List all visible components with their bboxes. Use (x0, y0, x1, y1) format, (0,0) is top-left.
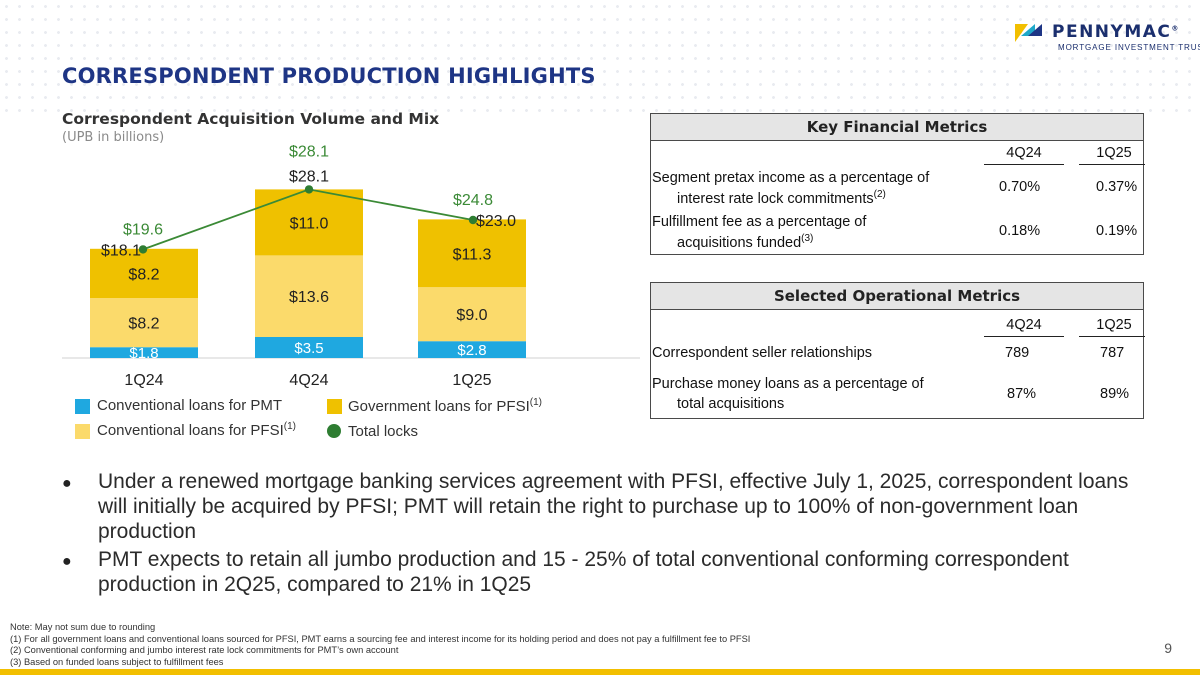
footnote: Note: May not sum due to rounding (10, 622, 156, 632)
pennymac-logo-icon (1015, 24, 1042, 42)
total-value-label: $23.0 (476, 213, 516, 230)
bar-value-label: $9.0 (456, 307, 487, 324)
bar-segment (255, 337, 363, 358)
bottom-accent-bar (0, 669, 1200, 675)
kfm-row-value: 0.37% (1096, 179, 1138, 195)
som-row-label: Correspondent seller relationships (652, 345, 873, 361)
selected-operational-metrics-table: Selected Operational Metrics 4Q24 1Q25 C… (650, 282, 1145, 419)
bar-value-label: $8.2 (128, 266, 159, 283)
total-locks-label: $19.6 (123, 221, 163, 238)
kfm-row-value: 0.18% (999, 223, 1041, 239)
legend-government-pfsi: Government loans for PFSI(1) (348, 397, 542, 415)
footnote: (1) For all government loans and convent… (10, 633, 751, 644)
page-title: CORRESPONDENT PRODUCTION HIGHLIGHTS (62, 64, 596, 88)
chart-subtitle: (UPB in billions) (62, 130, 165, 145)
legend-swatch-conv-pfsi (75, 424, 90, 439)
som-row-value: 87% (1007, 386, 1037, 402)
kfm-row-label: Fulfillment fee as a percentage of (652, 214, 867, 230)
bar-value-label: $11.3 (453, 246, 492, 263)
som-col-underline (984, 336, 1064, 337)
bar-value-label: $1.8 (129, 345, 158, 362)
logo-tagline: MORTGAGE INVESTMENT TRUST (1058, 43, 1200, 52)
legend-dot-total-locks (327, 424, 341, 438)
som-row-value: 787 (1100, 345, 1125, 361)
som-row-value: 89% (1100, 386, 1130, 402)
total-locks-label: $24.8 (453, 192, 493, 209)
x-tick-label: 1Q24 (124, 372, 163, 389)
key-financial-metrics-table: Key Financial Metrics 4Q24 1Q25 Segment … (650, 113, 1145, 255)
legend-swatch-gov-pfsi (327, 399, 342, 414)
kfm-row-value: 0.19% (1096, 223, 1138, 239)
stacked-bar-chart: $1.8 $8.2 $8.2 1Q24 $3.5 $13.6 $11.0 4Q24 $2.8 $9… (62, 143, 640, 389)
x-tick-label: 4Q24 (289, 372, 328, 389)
logo-name: PENNYMAC® (1052, 22, 1180, 42)
bar-value-label: $8.2 (128, 316, 159, 333)
bar-segment (418, 219, 526, 288)
x-tick-label: 1Q25 (452, 372, 491, 389)
legend-conventional-pmt: Conventional loans for PMT (97, 397, 283, 414)
som-col-4q24: 4Q24 (1006, 317, 1042, 333)
som-col-underline (1079, 336, 1145, 337)
kfm-row-label: Segment pretax income as a percentage of (652, 170, 930, 186)
chart-title: Correspondent Acquisition Volume and Mix (62, 110, 440, 128)
kfm-col-1q25: 1Q25 (1096, 145, 1132, 161)
som-row-value: 789 (1005, 345, 1030, 361)
kfm-row-label: interest rate lock commitments(2) (677, 189, 886, 207)
pennymac-logo: PENNYMAC® MORTGAGE INVESTMENT TRUST (1015, 22, 1200, 62)
bar-value-label: $3.5 (294, 340, 323, 357)
bar-segment (418, 287, 526, 342)
som-col-1q25: 1Q25 (1096, 317, 1132, 333)
selected-operational-metrics-title: Selected Operational Metrics (651, 283, 1143, 310)
kfm-col-4q24: 4Q24 (1006, 145, 1042, 161)
bar-value-label: $13.6 (289, 289, 329, 306)
bar-segment (90, 347, 198, 358)
legend-swatch-pmt (75, 399, 90, 414)
bullet-item: PMT expects to retain all jumbo producti… (62, 547, 1142, 597)
total-value-label: $18.1 (101, 242, 141, 259)
bar-value-label: $11.0 (290, 215, 329, 232)
bar-segment (255, 255, 363, 337)
kfm-row-value: 0.70% (999, 179, 1041, 195)
total-value-label: $28.1 (289, 168, 329, 185)
bar-segment (90, 298, 198, 348)
total-locks-point (138, 245, 148, 254)
key-financial-metrics-title: Key Financial Metrics (651, 114, 1143, 141)
page-number: 9 (1164, 640, 1172, 656)
total-locks-point (304, 185, 314, 194)
som-row-label: total acquisitions (677, 396, 785, 412)
bullet-item: Under a renewed mortgage banking service… (62, 469, 1142, 544)
legend-total-locks: Total locks (348, 423, 419, 440)
footnote: (2) Conventional conforming and jumbo in… (10, 645, 399, 656)
bar-segment (418, 341, 526, 358)
som-row-label: Purchase money loans as a percentage of (652, 376, 924, 392)
bar-segment (90, 248, 198, 298)
kfm-col-underline (984, 164, 1064, 165)
kfm-col-underline (1079, 164, 1145, 165)
footnote: (3) Based on funded loans subject to ful… (10, 656, 224, 667)
total-locks-point (468, 215, 478, 225)
kfm-row-label: acquisitions funded(3) (677, 233, 814, 251)
dotted-background (0, 0, 1200, 120)
footnotes: Note: May not sum due to rounding (1) Fo… (10, 622, 750, 668)
bar-value-label: $2.8 (457, 342, 486, 359)
bullet-list: Under a renewed mortgage banking service… (62, 469, 1142, 600)
legend-conventional-pfsi: Conventional loans for PFSI(1) (97, 421, 297, 439)
total-locks-label: $28.1 (289, 143, 329, 160)
bar-segment (255, 189, 363, 256)
